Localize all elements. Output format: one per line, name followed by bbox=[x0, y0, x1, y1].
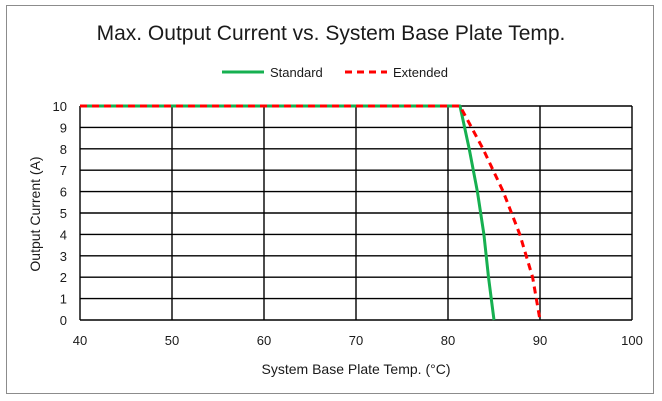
x-tick-label: 60 bbox=[257, 333, 271, 348]
legend-label-standard: Standard bbox=[270, 65, 323, 80]
x-axis-label: System Base Plate Temp. (°C) bbox=[262, 361, 451, 377]
x-tick-label: 80 bbox=[441, 333, 455, 348]
x-tick-label: 50 bbox=[165, 333, 179, 348]
y-tick-label: 8 bbox=[60, 142, 67, 157]
legend-label-extended: Extended bbox=[393, 65, 448, 80]
y-tick-label: 1 bbox=[60, 292, 67, 307]
grid bbox=[79, 105, 633, 321]
x-tick-label: 90 bbox=[533, 333, 547, 348]
y-tick-label: 7 bbox=[60, 163, 67, 178]
y-axis-label: Output Current (A) bbox=[27, 156, 43, 271]
y-tick-label: 3 bbox=[60, 249, 67, 264]
x-tick-label: 100 bbox=[621, 333, 643, 348]
tick-layer: 0 1 2 3 4 5 6 7 8 9 10 40 50 60 70 80 90 100 bbox=[53, 99, 643, 348]
series-line-extended bbox=[80, 104, 542, 321]
x-tick-label: 70 bbox=[349, 333, 363, 348]
y-tick-label: 4 bbox=[60, 227, 67, 242]
series-line-standard bbox=[80, 104, 496, 321]
y-tick-label: 6 bbox=[60, 185, 67, 200]
y-tick-label: 9 bbox=[60, 120, 67, 135]
chart-frame bbox=[6, 5, 654, 394]
series-layer bbox=[80, 104, 542, 321]
x-tick-label: 40 bbox=[73, 333, 87, 348]
y-tick-label: 5 bbox=[60, 206, 67, 221]
y-tick-label: 2 bbox=[60, 270, 67, 285]
y-tick-label: 10 bbox=[53, 99, 67, 114]
legend: Standard Extended bbox=[222, 65, 448, 80]
chart-title: Max. Output Current vs. System Base Plat… bbox=[97, 22, 566, 45]
y-tick-label: 0 bbox=[60, 313, 67, 328]
